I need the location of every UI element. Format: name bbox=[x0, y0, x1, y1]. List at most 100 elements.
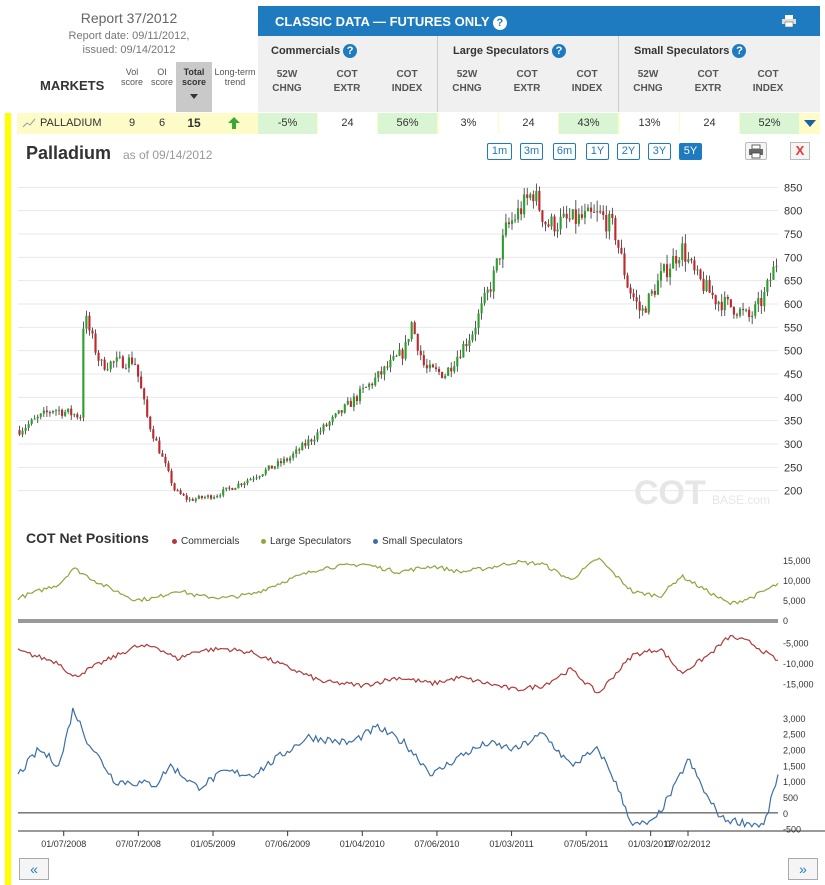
candle-body bbox=[167, 463, 170, 471]
report-header: Report 37/2012 Report date: 09/11/2012, … bbox=[0, 0, 258, 112]
y-tick-label: 15,000 bbox=[783, 556, 811, 566]
candle-body bbox=[389, 359, 392, 368]
y-tick-label: 2,000 bbox=[783, 746, 806, 756]
candle-body bbox=[352, 396, 355, 407]
next-button[interactable]: » bbox=[788, 858, 818, 880]
candle-body bbox=[97, 352, 100, 361]
candle-body bbox=[279, 461, 283, 464]
candle-body bbox=[100, 359, 103, 361]
candle-body bbox=[85, 315, 88, 329]
candle-body bbox=[216, 495, 219, 498]
candle-body bbox=[377, 371, 380, 378]
range-button-2y[interactable]: 2Y bbox=[617, 143, 640, 160]
x-tick-label: 01/03/2011 bbox=[489, 839, 533, 849]
candle-body bbox=[337, 410, 340, 414]
candle-body bbox=[559, 216, 562, 230]
prev-button[interactable]: « bbox=[19, 858, 49, 880]
candle-body bbox=[185, 495, 188, 500]
candle-body bbox=[298, 449, 301, 451]
help-icon[interactable]: ? bbox=[732, 44, 747, 58]
range-button-3m[interactable]: 3m bbox=[520, 143, 543, 160]
candle-body bbox=[301, 443, 304, 451]
candle-body bbox=[188, 499, 191, 501]
candle-body bbox=[662, 264, 666, 272]
candle-body bbox=[760, 297, 763, 307]
candle-body bbox=[371, 383, 374, 386]
help-icon[interactable]: ? bbox=[552, 44, 567, 58]
cot-value-cell: 24 bbox=[499, 113, 558, 134]
candle-body bbox=[368, 383, 371, 387]
expand-row-button[interactable] bbox=[800, 113, 820, 134]
candle-body bbox=[365, 386, 368, 388]
candle-body bbox=[547, 224, 550, 227]
group-large-speculators: Large Speculators ? bbox=[453, 44, 567, 58]
candle-body bbox=[745, 309, 748, 311]
candle-body bbox=[395, 355, 398, 357]
candle-body bbox=[24, 427, 27, 431]
candle-body bbox=[681, 243, 684, 260]
candle-body bbox=[684, 243, 687, 262]
candle-body bbox=[146, 399, 149, 417]
candle-body bbox=[596, 211, 599, 213]
candle-body bbox=[295, 449, 298, 454]
x-tick-label: 07/05/2011 bbox=[564, 839, 608, 849]
range-button-1y[interactable]: 1Y bbox=[586, 143, 609, 160]
candle-body bbox=[517, 208, 520, 220]
print-icon[interactable] bbox=[782, 15, 796, 27]
range-button-1m[interactable]: 1m bbox=[487, 143, 512, 160]
candle-body bbox=[149, 416, 152, 430]
candle-body bbox=[586, 207, 590, 212]
candle-body bbox=[45, 410, 48, 413]
candle-body bbox=[425, 365, 428, 369]
candle-body bbox=[687, 259, 690, 262]
candle-body bbox=[422, 355, 425, 366]
cot-title: COT Net Positions bbox=[26, 530, 149, 546]
cot-value-cell: 13% bbox=[620, 113, 679, 134]
range-button-5y[interactable]: 5Y bbox=[679, 143, 702, 160]
candle-body bbox=[137, 364, 140, 377]
candle-body bbox=[67, 408, 70, 412]
candle-body bbox=[447, 367, 450, 376]
candle-body bbox=[535, 190, 538, 202]
market-name[interactable]: PALLADIUM bbox=[40, 117, 102, 129]
candle-body bbox=[325, 424, 328, 427]
close-chart-button[interactable]: X bbox=[790, 142, 810, 160]
print-chart-button[interactable] bbox=[745, 142, 767, 160]
subcol-header: COT INDEX bbox=[752, 69, 784, 94]
candle-body bbox=[121, 356, 124, 369]
candle-body bbox=[477, 313, 480, 328]
range-button-3y[interactable]: 3Y bbox=[648, 143, 671, 160]
subcol-header: 52W CHNG bbox=[452, 69, 482, 94]
candle-body bbox=[450, 367, 453, 372]
candle-body bbox=[264, 469, 267, 475]
candle-body bbox=[161, 453, 164, 457]
candle-body bbox=[282, 458, 286, 464]
help-icon[interactable]: ? bbox=[492, 15, 507, 30]
x-tick-label: 01/04/2010 bbox=[340, 839, 385, 849]
range-button-6m[interactable]: 6m bbox=[553, 143, 576, 160]
y-tick-label: 0 bbox=[783, 616, 788, 626]
markets-label: MARKETS bbox=[40, 78, 105, 93]
candle-body bbox=[109, 361, 112, 370]
y-tick-label: 650 bbox=[784, 276, 802, 288]
candle-body bbox=[79, 417, 82, 419]
total-score-header[interactable]: Total score bbox=[176, 62, 212, 112]
x-tick-label: 07/02/2012 bbox=[665, 839, 710, 849]
candle-body bbox=[127, 357, 131, 368]
candle-body bbox=[112, 361, 115, 363]
candle-body bbox=[261, 474, 264, 477]
trend-up-arrow-icon bbox=[228, 117, 240, 129]
candle-body bbox=[623, 253, 626, 276]
candle-body bbox=[614, 217, 617, 241]
candle-body bbox=[21, 430, 24, 435]
x-tick-label: 01/07/2008 bbox=[41, 839, 86, 849]
candle-body bbox=[401, 349, 404, 359]
candle-body bbox=[495, 258, 498, 271]
help-icon[interactable]: ? bbox=[343, 44, 358, 58]
candle-body bbox=[538, 190, 541, 211]
candle-body bbox=[717, 301, 720, 305]
candle-body bbox=[179, 490, 182, 494]
candle-body bbox=[246, 480, 249, 483]
candle-body bbox=[416, 334, 419, 351]
candle-body bbox=[358, 388, 362, 402]
